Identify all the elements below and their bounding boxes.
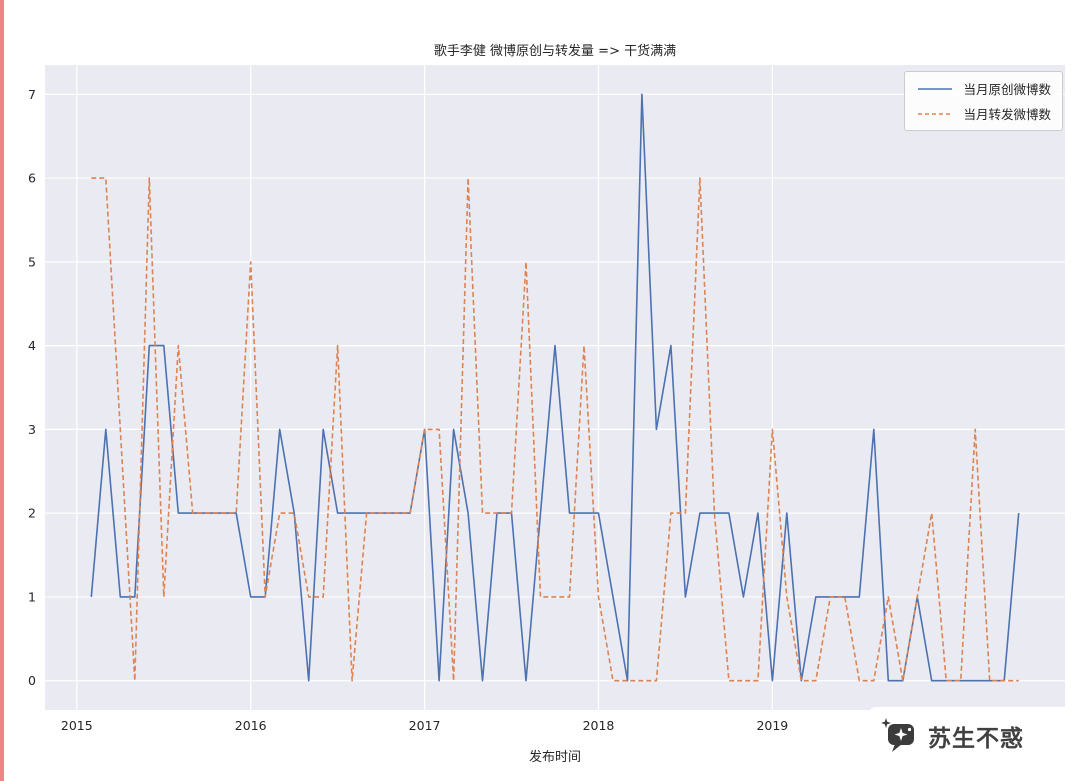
legend-line-sample-repost [918, 112, 953, 115]
x-tick-label: 2018 [583, 718, 615, 733]
series-line-1 [91, 177, 1019, 682]
legend-item-label: 当月原创微博数 [963, 82, 1051, 97]
legend-line-sample-original [918, 87, 953, 90]
chart-title: 歌手李健 微博原创与转发量 => 干货满满 [433, 44, 677, 59]
x-axis-label: 发布时间 [528, 750, 581, 765]
y-tick-label: 1 [28, 589, 36, 604]
x-tick-label: 2019 [756, 718, 788, 733]
x-tick-label: 2017 [409, 718, 441, 733]
watermark-text: 苏生不惑 [928, 726, 1024, 752]
chat-bubble-logo-icon [881, 718, 914, 752]
plot-background [45, 65, 1065, 710]
y-tick-label: 2 [28, 506, 36, 521]
y-tick-label: 3 [28, 422, 36, 437]
legend-item: 当月转发微博数 [916, 104, 1051, 123]
watermark: 苏生不惑 [868, 707, 1080, 765]
y-tick-label: 4 [28, 338, 36, 353]
y-tick-label: 7 [28, 87, 36, 102]
y-tick-label: 5 [28, 254, 36, 269]
legend-item-label: 当月转发微博数 [963, 107, 1051, 122]
legend-item: 当月原创微博数 [916, 79, 1051, 98]
legend: 当月原创微博数 当月转发微博数 [904, 71, 1063, 131]
series-line-0 [90, 93, 1020, 682]
left-accent-line [0, 0, 4, 781]
y-tick-label: 6 [28, 171, 36, 186]
x-tick-label: 2016 [235, 718, 267, 733]
y-tick-label: 0 [28, 673, 36, 688]
x-tick-label: 2015 [61, 718, 93, 733]
